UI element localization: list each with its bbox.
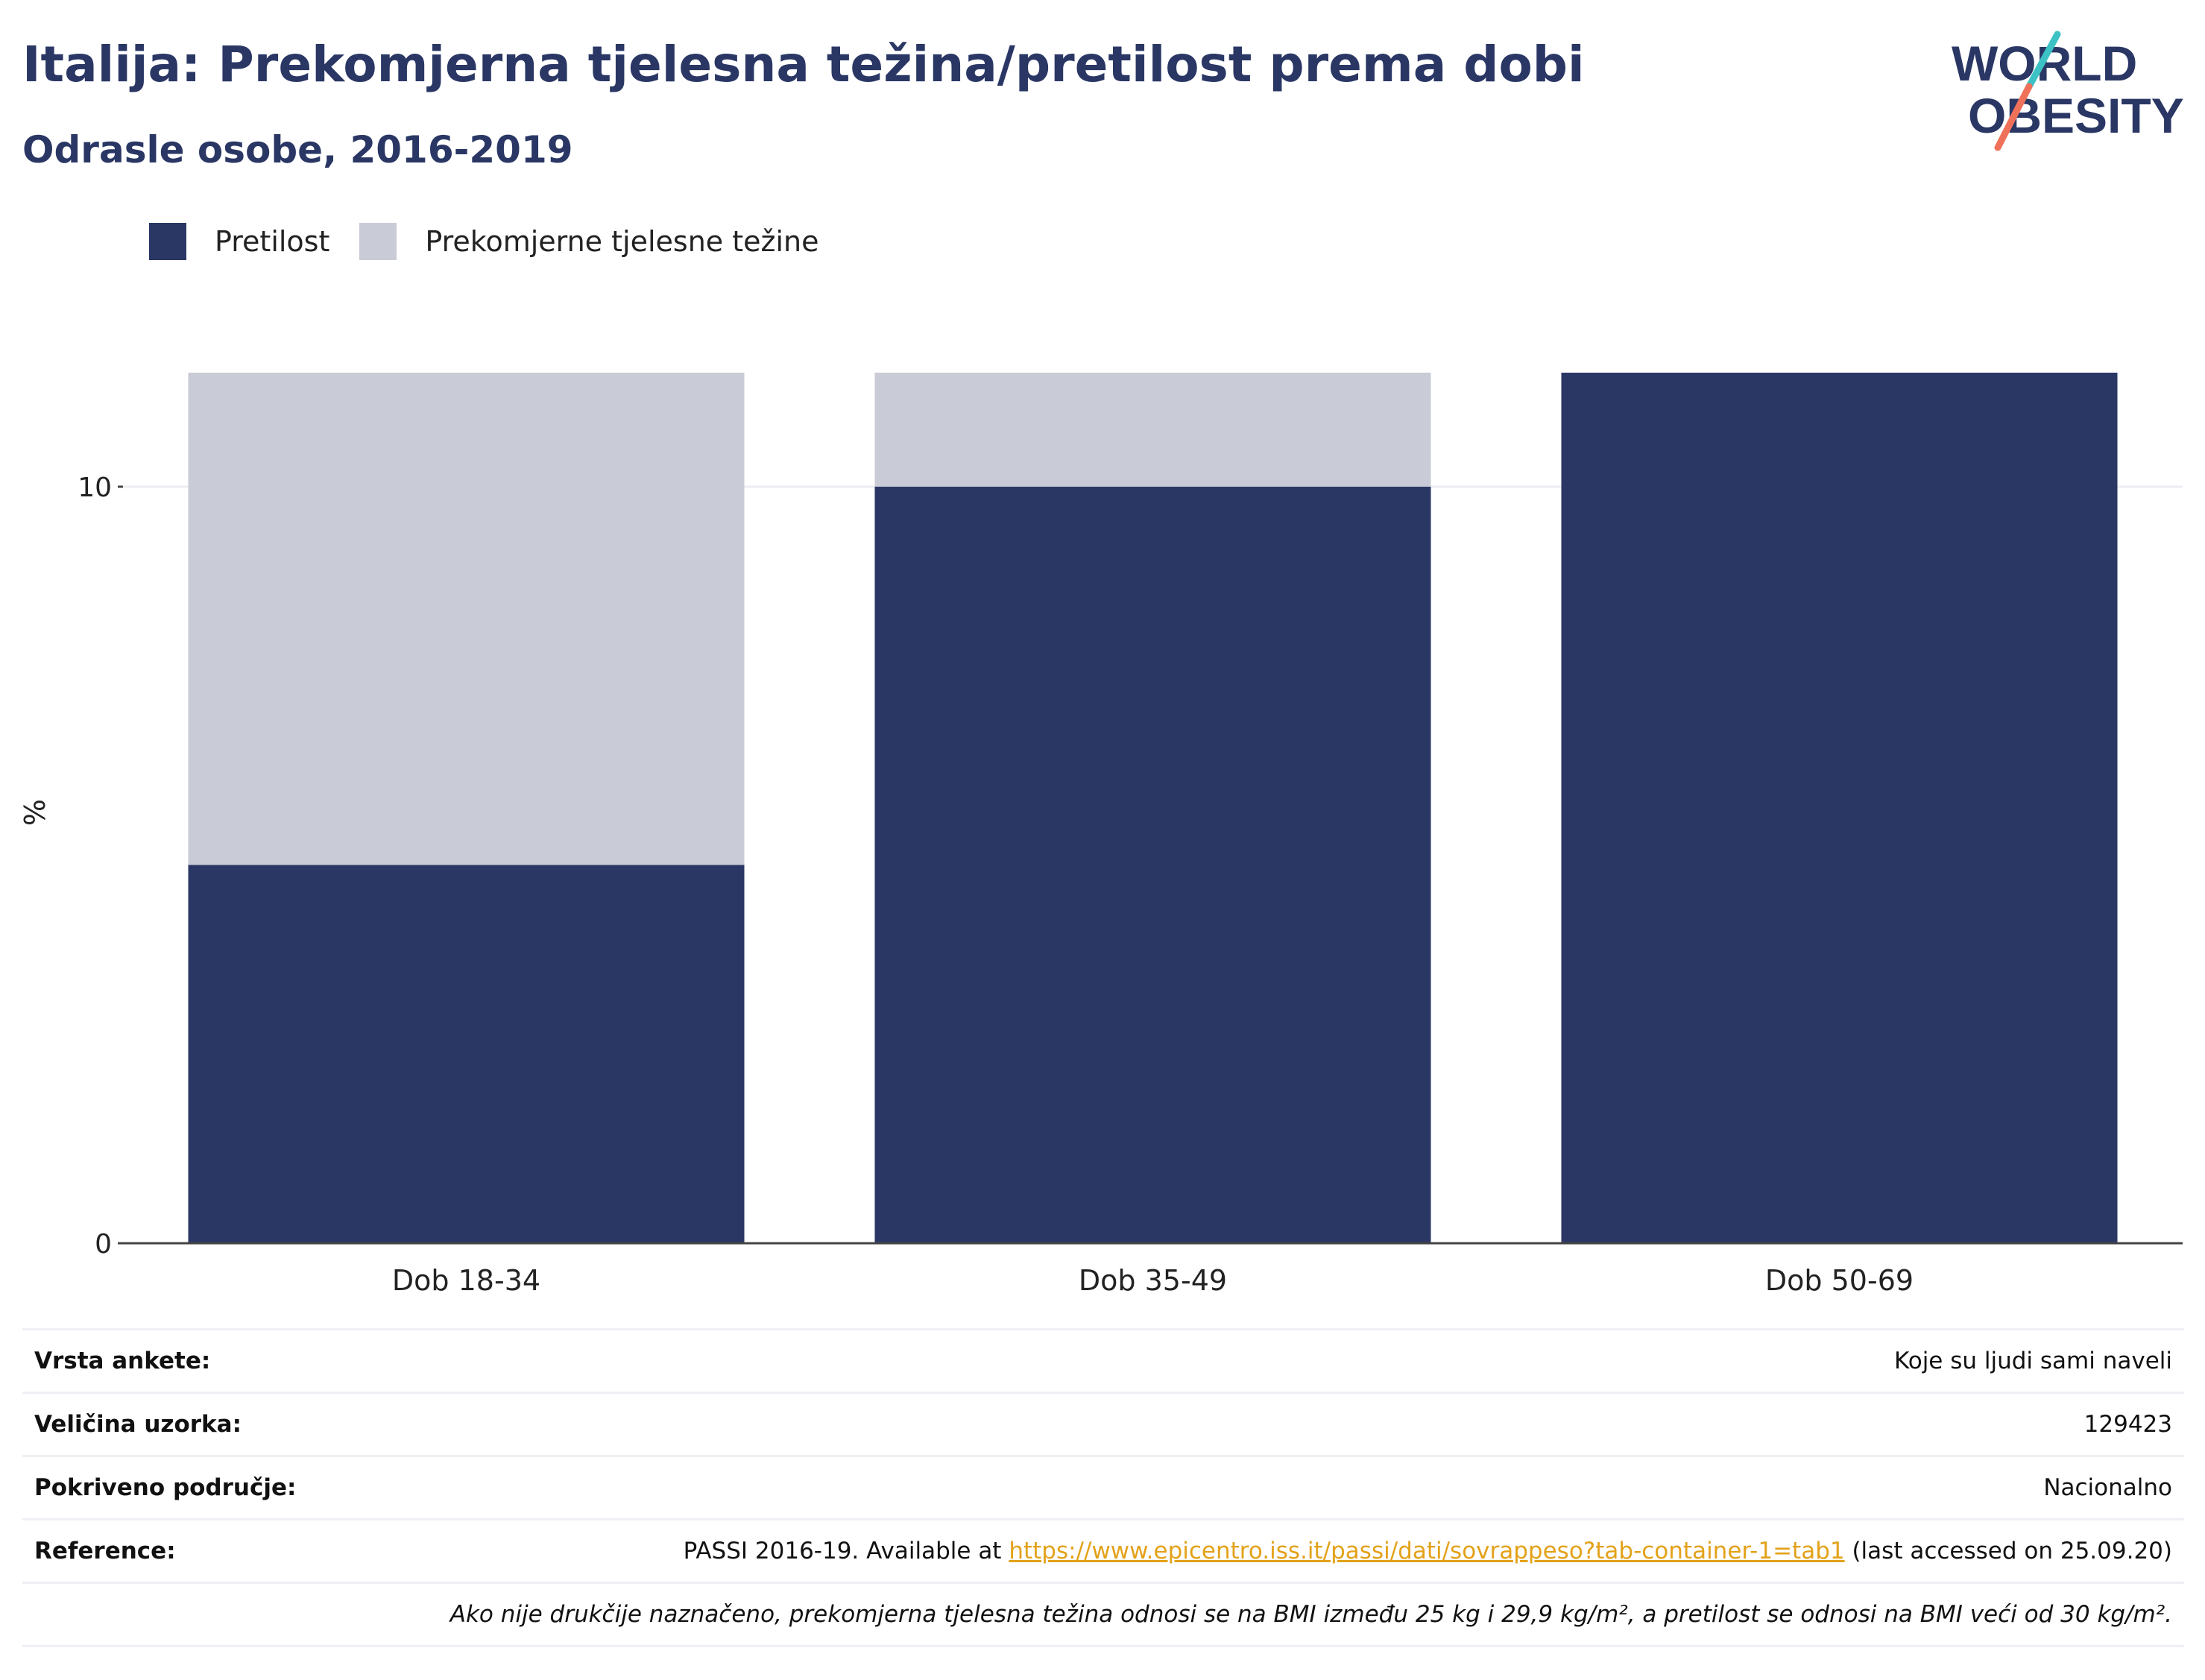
legend-swatch-overweight xyxy=(359,223,397,260)
chart-title: Italija: Prekomjerna tjelesna težina/pre… xyxy=(22,36,1585,93)
info-row-coverage: Pokriveno područje: Nacionalno xyxy=(22,1455,2184,1518)
reference-prefix: PASSI 2016-19. Available at xyxy=(683,1538,1009,1564)
survey-type-value: Koje su ljudi sami naveli xyxy=(1893,1348,2172,1374)
logo-text-obesity: OBESITY xyxy=(1968,88,2184,143)
reference-link[interactable]: https://www.epicentro.iss.it/passi/dati/… xyxy=(1009,1538,1845,1564)
logo-slash-teal xyxy=(2025,31,2061,90)
bar-obesity xyxy=(188,865,745,1243)
legend: Pretilost Prekomjerne tjelesne težine xyxy=(149,221,849,262)
coverage-value: Nacionalno xyxy=(2043,1474,2172,1501)
legend-item-overweight[interactable]: Prekomjerne tjelesne težine xyxy=(359,223,819,260)
x-tick-label: Dob 50-69 xyxy=(1765,1264,1914,1297)
reference-value: PASSI 2016-19. Available at https://www.… xyxy=(684,1538,2172,1564)
x-tick-label: Dob 18-34 xyxy=(392,1264,540,1297)
sample-size-value: 129423 xyxy=(2083,1411,2172,1438)
reference-label: Reference: xyxy=(34,1538,176,1564)
bar-obesity xyxy=(874,487,1431,1243)
coverage-label: Pokriveno područje: xyxy=(34,1474,297,1501)
legend-item-obesity[interactable]: Pretilost xyxy=(149,223,329,260)
info-row-sample: Veličina uzorka: 129423 xyxy=(22,1392,2184,1455)
y-tick-label: 10 xyxy=(78,473,112,503)
bar-overweight xyxy=(874,373,1431,487)
legend-swatch-obesity xyxy=(149,223,186,260)
world-obesity-logo: WORLD OBESITY xyxy=(1952,31,2184,151)
logo-slash-coral xyxy=(1994,83,2033,151)
info-row-footnote: Ako nije drukčije naznačeno, prekomjerna… xyxy=(22,1582,2184,1647)
footnote-text: Ako nije drukčije naznačeno, prekomjerna… xyxy=(449,1601,2172,1628)
chart-subtitle: Odrasle osobe, 2016-2019 xyxy=(22,128,573,171)
reference-suffix: (last accessed on 25.09.20) xyxy=(1844,1538,2172,1564)
y-tick-label: 0 xyxy=(95,1229,112,1260)
survey-type-label: Vrsta ankete: xyxy=(34,1348,211,1374)
legend-label-overweight: Prekomjerne tjelesne težine xyxy=(425,225,819,258)
legend-label-obesity: Pretilost xyxy=(215,225,330,258)
bar-obesity xyxy=(1561,373,2118,1243)
x-tick-label: Dob 35-49 xyxy=(1079,1264,1227,1297)
sample-size-label: Veličina uzorka: xyxy=(34,1411,242,1438)
y-axis-label: % xyxy=(19,799,51,826)
info-row-survey: Vrsta ankete: Koje su ljudi sami naveli xyxy=(22,1328,2184,1392)
info-table: Vrsta ankete: Koje su ljudi sami naveli … xyxy=(22,1328,2184,1647)
info-row-reference: Reference: PASSI 2016-19. Available at h… xyxy=(22,1518,2184,1582)
bar-overweight xyxy=(188,373,745,865)
